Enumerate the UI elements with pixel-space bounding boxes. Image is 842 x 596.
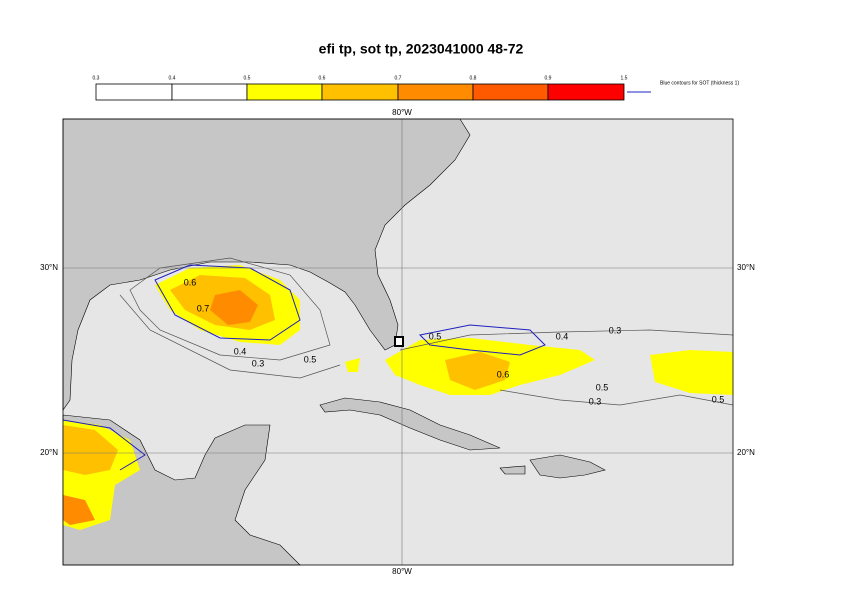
colorbar-tick-label: 0.9 (545, 75, 552, 81)
contour-label: 0.4 (234, 346, 247, 356)
colorbar-box (472, 83, 549, 101)
colorbar-box (397, 83, 474, 101)
contour-line (119, 294, 734, 379)
land-hispaniola (529, 454, 606, 479)
colorbar-ticks: 0.3 0.4 0.5 0.6 0.7 0.8 0.9 1.5 (93, 75, 628, 81)
colorbar-box (171, 83, 248, 101)
lat-label: 30°N (40, 263, 58, 272)
colorbar-tick-label: 0.6 (319, 75, 326, 81)
lon-label: 80°W (392, 108, 412, 117)
colorbar-tick-label: 0.7 (395, 75, 402, 81)
lon-label: 80°W (392, 567, 412, 576)
sot-contour (62, 419, 146, 471)
colorbar-tick-label: 0.3 (93, 75, 100, 81)
land-cuba (319, 397, 501, 451)
contour-label: 0.3 (589, 396, 602, 406)
contour-label: 0.3 (252, 358, 265, 368)
colorbar-tick-label: 1.5 (621, 75, 628, 81)
sot-contour (154, 264, 301, 341)
efi-area (650, 350, 733, 395)
contour-label: 0.5 (596, 382, 609, 392)
efi-area (445, 352, 510, 390)
lat-label: 20°N (737, 448, 755, 457)
efi-area (63, 425, 118, 475)
map-title: efi tp, sot tp, 2023041000 48-72 (319, 41, 524, 57)
efi-area (345, 358, 360, 372)
map-frame (62, 118, 734, 566)
sot-legend-text: Blue contours for SOT (thickness 1) (660, 80, 739, 86)
contour-label: 0.6 (497, 369, 510, 379)
contour-label: 0.5 (304, 354, 317, 364)
colorbar: 0.3 0.4 0.5 0.6 0.7 0.8 0.9 1.5 Blue contours f… (93, 75, 739, 101)
colorbar-tick-label: 0.8 (470, 75, 477, 81)
contour-label: 0.6 (184, 277, 197, 287)
colorbar-box (547, 83, 625, 101)
colorbar-box (246, 83, 323, 101)
efi-area (210, 290, 258, 325)
lat-label: 30°N (737, 263, 755, 272)
sot-contour (418, 324, 546, 356)
contour-label: 0.4 (556, 331, 569, 341)
colorbar-tick-label: 0.5 (244, 75, 251, 81)
map: 0.6 0.7 0.4 0.5 0.3 0.5 0.6 0.4 0.3 0.5 … (62, 118, 734, 566)
contour-line (499, 389, 734, 406)
contour-label: 0.3 (609, 325, 622, 335)
contour-label: 0.7 (197, 303, 210, 313)
colorbar-tick-label: 0.4 (169, 75, 176, 81)
station-marker (394, 336, 404, 347)
colorbar-box (95, 83, 173, 101)
contour-label: 0.5 (429, 331, 442, 341)
contour-label: 0.5 (712, 394, 725, 404)
efi-area (63, 495, 95, 525)
land-jamaica (499, 465, 526, 475)
colorbar-box (321, 83, 399, 101)
contour-line (129, 257, 331, 361)
lat-label: 20°N (40, 448, 58, 457)
land-us (62, 118, 471, 411)
